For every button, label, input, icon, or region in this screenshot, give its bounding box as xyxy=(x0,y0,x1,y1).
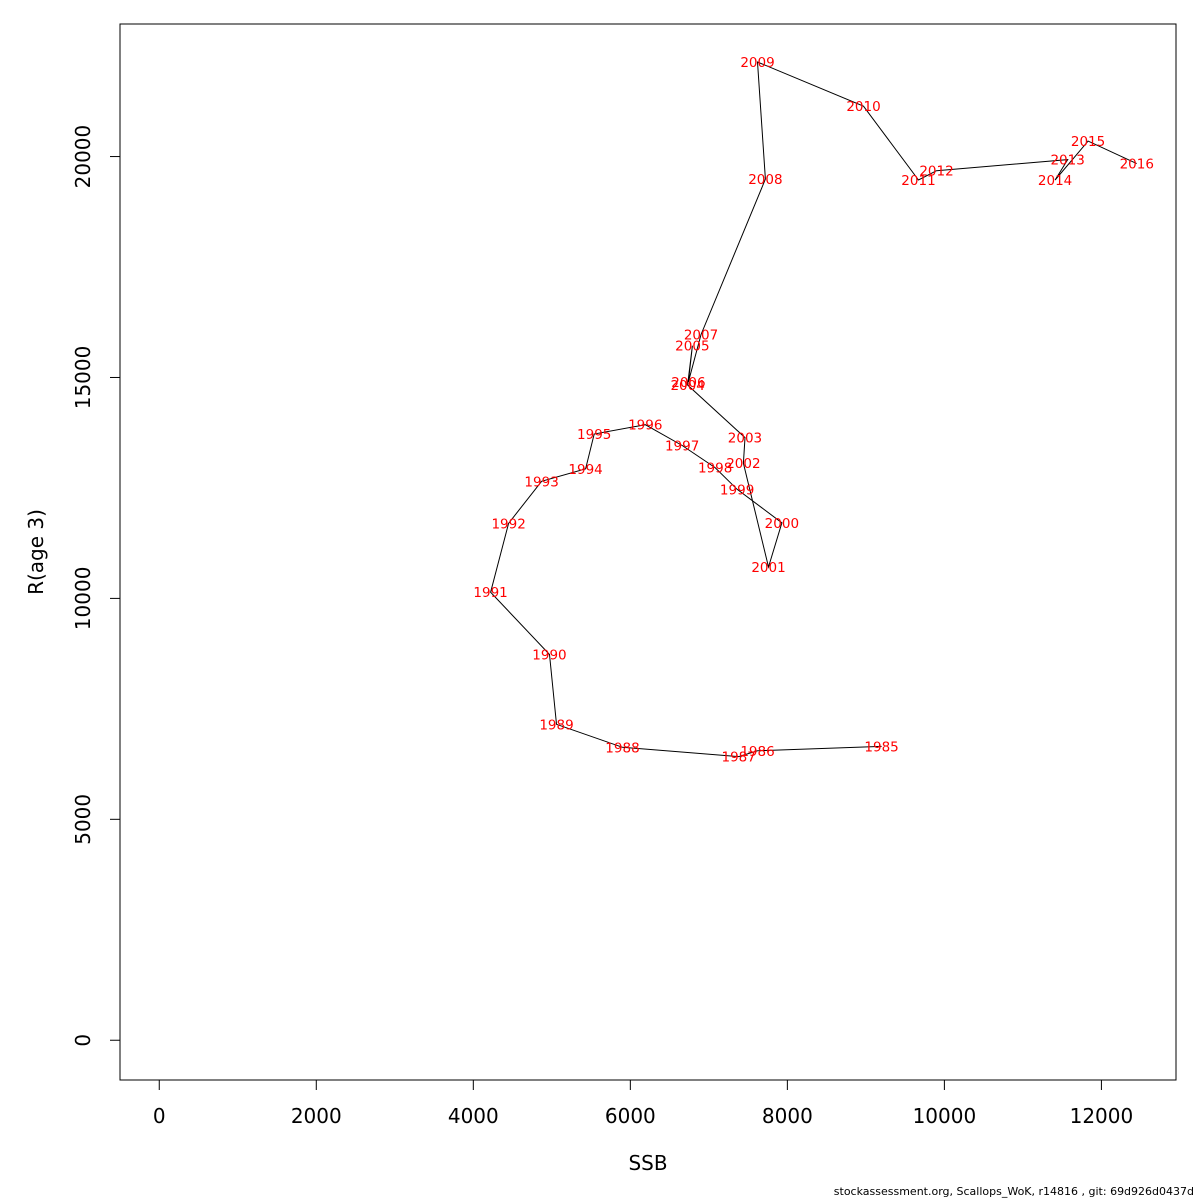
year-label-2008: 2008 xyxy=(748,172,782,188)
year-label-1995: 1995 xyxy=(577,427,611,443)
year-label-1985: 1985 xyxy=(864,739,898,755)
year-label-1993: 1993 xyxy=(524,474,558,490)
year-label-2004: 2004 xyxy=(670,378,704,394)
y-axis: 0 5000 10000 15000 20000 xyxy=(71,125,121,1047)
year-label-2016: 2016 xyxy=(1120,157,1154,173)
year-label-1991: 1991 xyxy=(473,585,507,601)
year-label-1987: 1987 xyxy=(722,750,756,766)
sr-trajectory-line xyxy=(490,61,1137,758)
x-tick-label: 0 xyxy=(153,1104,166,1128)
year-label-2015: 2015 xyxy=(1071,134,1105,150)
year-label-2011: 2011 xyxy=(901,173,935,189)
year-label-2002: 2002 xyxy=(726,456,760,472)
year-label-2009: 2009 xyxy=(740,55,774,71)
year-label-1992: 1992 xyxy=(491,516,525,532)
year-label-1997: 1997 xyxy=(665,439,699,455)
x-tick-label: 4000 xyxy=(448,1104,499,1128)
year-label-1986: 1986 xyxy=(740,744,774,760)
footer-caption: stockassessment.org, Scallops_WoK, r1481… xyxy=(833,1185,1194,1198)
year-label-2010: 2010 xyxy=(846,99,880,115)
plot-box xyxy=(119,23,1177,1081)
year-label-1999: 1999 xyxy=(720,482,754,498)
x-tick-label: 2000 xyxy=(291,1104,342,1128)
x-tick-label: 6000 xyxy=(605,1104,656,1128)
year-label-1998: 1998 xyxy=(698,461,732,477)
year-label-2005: 2005 xyxy=(675,339,709,355)
year-label-1990: 1990 xyxy=(532,648,566,664)
x-tick-label: 10000 xyxy=(913,1104,977,1128)
year-label-1996: 1996 xyxy=(628,418,662,434)
y-tick-label: 5000 xyxy=(71,794,95,845)
year-label-2013: 2013 xyxy=(1050,153,1084,169)
x-tick-label: 12000 xyxy=(1070,1104,1134,1128)
year-label-2001: 2001 xyxy=(751,560,785,576)
year-label-2003: 2003 xyxy=(728,431,762,447)
year-label-2012: 2012 xyxy=(919,164,953,180)
y-tick-label: 10000 xyxy=(71,567,95,631)
year-label-1994: 1994 xyxy=(568,462,602,478)
y-tick-label: 0 xyxy=(71,1034,95,1047)
year-label-2014: 2014 xyxy=(1038,173,1072,189)
y-tick-label: 15000 xyxy=(71,346,95,410)
x-axis: 0 2000 4000 6000 8000 10000 12000 xyxy=(153,1079,1134,1128)
x-tick-label: 8000 xyxy=(762,1104,813,1128)
year-label-1989: 1989 xyxy=(539,717,573,733)
year-label-2000: 2000 xyxy=(765,516,799,532)
x-axis-title: SSB xyxy=(628,1151,667,1175)
year-label-2006: 2006 xyxy=(671,375,705,391)
year-label-2007: 2007 xyxy=(684,328,718,344)
y-axis-title: R(age 3) xyxy=(24,509,48,595)
year-label-1988: 1988 xyxy=(605,740,639,756)
sr-series xyxy=(490,61,1137,758)
y-tick-label: 20000 xyxy=(71,125,95,189)
